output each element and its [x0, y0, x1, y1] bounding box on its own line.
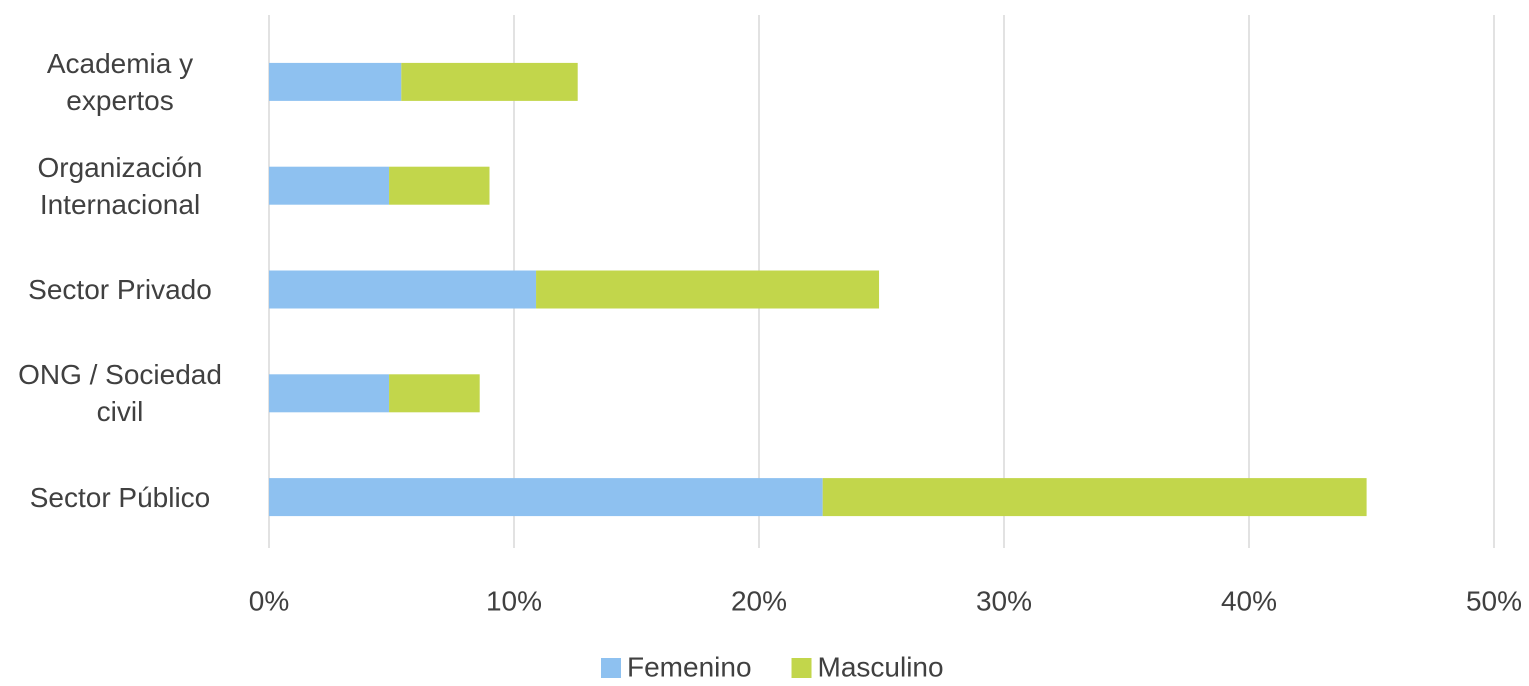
y-tick-label: Sector Privado [28, 274, 212, 306]
bar-segment [269, 270, 537, 309]
x-tick-label: 0% [249, 585, 289, 616]
bar-segment [269, 374, 390, 413]
bar-segment [536, 270, 880, 309]
bar-segment [269, 478, 823, 517]
y-tick-label: Academia y expertos [46, 48, 194, 116]
bar-segment [822, 478, 1367, 517]
x-tick-label: 20% [731, 585, 787, 616]
category-label-box: Academia y expertos [46, 48, 194, 116]
legend-label: Masculino [818, 651, 944, 682]
legend-label: Femenino [627, 651, 752, 682]
x-tick-label: 50% [1466, 585, 1522, 616]
category-label-box: ONG / Sociedad civil [18, 359, 222, 428]
bar-segment [401, 62, 578, 101]
bar-segment [269, 62, 402, 101]
x-tick-label: 40% [1221, 585, 1277, 616]
y-tick-label: Organización Internacional [37, 151, 203, 220]
legend-swatch [601, 658, 621, 678]
legend-swatch [791, 658, 812, 678]
bar-segment [389, 166, 490, 205]
bar-segment [389, 374, 480, 413]
y-tick-label: ONG / Sociedad civil [18, 359, 222, 428]
category-label-box: Sector Privado [28, 274, 212, 306]
bar-segment [269, 166, 390, 205]
category-label-box: Organización Internacional [37, 151, 203, 220]
y-tick-label: Sector Público [29, 481, 211, 513]
x-tick-label: 30% [976, 585, 1032, 616]
category-label-box: Sector Público [29, 481, 211, 513]
x-tick-label: 10% [486, 585, 542, 616]
